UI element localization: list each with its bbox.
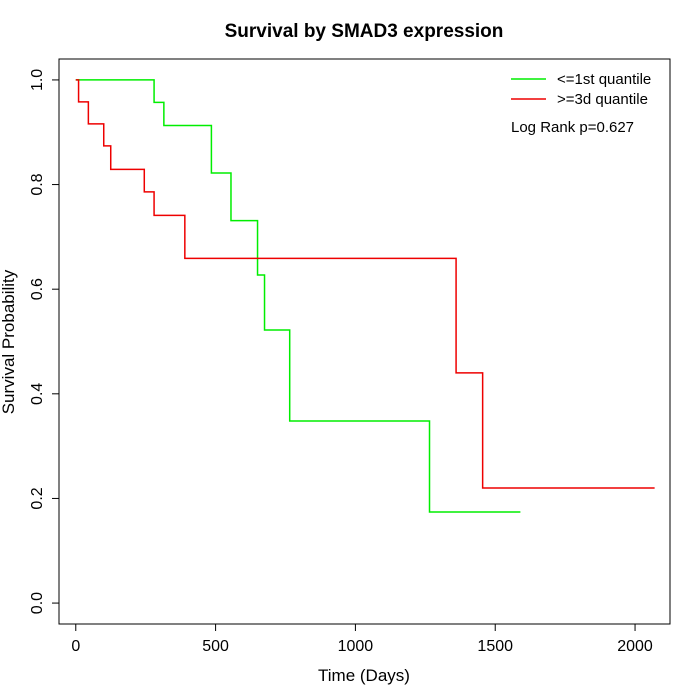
- x-axis: 0 500 1000 1500 2000: [71, 623, 653, 655]
- y-axis: 0.0 0.2 0.4 0.6 0.8 1.0: [29, 69, 60, 614]
- y-tick-label: 0.0: [29, 592, 46, 614]
- legend-label-low-quantile: <=1st quantile: [557, 71, 651, 88]
- x-axis-title: Time (Days): [318, 666, 410, 685]
- x-tick-label: 0: [71, 638, 80, 655]
- x-tick-label: 1000: [338, 638, 374, 655]
- y-tick-label: 0.4: [29, 383, 46, 405]
- y-tick-label: 0.2: [29, 487, 46, 509]
- legend: <=1st quantile >=3d quantile: [511, 71, 651, 108]
- plot-frame: [58, 58, 671, 625]
- series-layer: [75, 79, 655, 513]
- log-rank-annotation: Log Rank p=0.627: [511, 119, 634, 136]
- x-tick-label: 1500: [477, 638, 513, 655]
- y-axis-title: Survival Probability: [0, 269, 18, 414]
- y-tick-label: 0.6: [29, 278, 46, 300]
- x-tick-label: 500: [202, 638, 229, 655]
- y-tick-label: 0.8: [29, 173, 46, 195]
- survival-curve-1: [75, 79, 655, 489]
- chart-title: Survival by SMAD3 expression: [225, 21, 504, 42]
- x-tick-label: 2000: [617, 638, 653, 655]
- survival-curve-0: [75, 79, 521, 513]
- y-tick-label: 1.0: [29, 69, 46, 91]
- legend-label-high-quantile: >=3d quantile: [557, 91, 648, 108]
